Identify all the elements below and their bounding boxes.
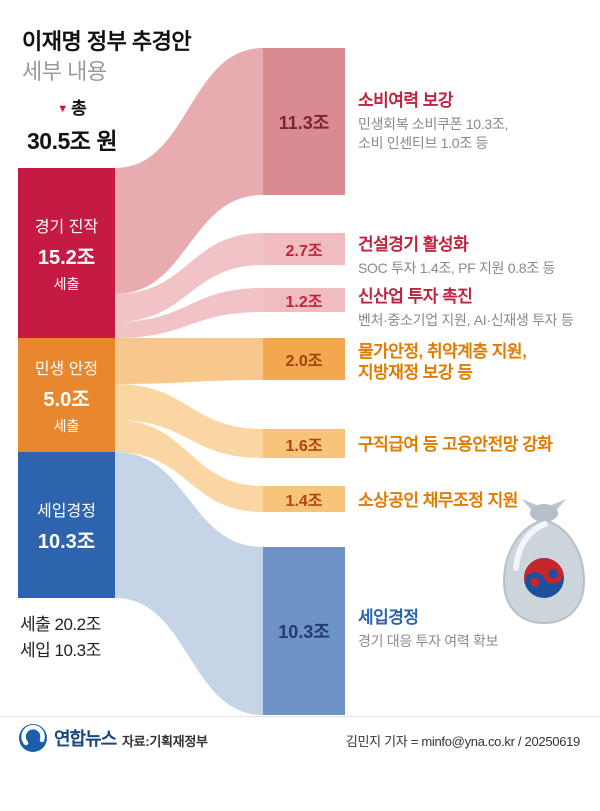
label-group-consumption: 소비여력 보강 민생회복 소비쿠폰 10.3조, 소비 인센티브 1.0조 등	[358, 90, 586, 153]
total-block: ▼ 총 30.5조 원	[22, 94, 122, 156]
red-arrow-down-icon: ▼	[57, 103, 69, 115]
bar-revenue-adjustment: 세입경정 10.3조	[18, 452, 115, 598]
money-bag-icon	[502, 499, 586, 625]
bar-value: 5.0조	[43, 388, 90, 411]
bar-livelihood-stability: 민생 안정 5.0조 세출	[18, 338, 115, 452]
group-desc: SOC 투자 1.4조, PF 지원 0.8조 등	[358, 260, 556, 276]
node-construction: 2.7조	[263, 233, 345, 265]
bar-name: 경기 진작	[34, 218, 99, 236]
group-title: 소상공인 채무조정 지원	[358, 491, 518, 510]
yonhap-logo-icon	[19, 724, 47, 752]
label-group-smallbiz: 소상공인 채무조정 지원	[358, 490, 586, 511]
group-title: 구직급여 등 고용안전망 강화	[358, 435, 553, 454]
group-title: 신산업 투자 촉진	[358, 287, 473, 306]
flow-ribbon-employment	[115, 384, 263, 458]
label-group-newindustry: 신산업 투자 촉진 벤처·중소기업 지원, AI·신재생 투자 등	[358, 286, 586, 330]
group-desc: 민생회복 소비쿠폰 10.3조, 소비 인센티브 1.0조 등	[358, 116, 509, 151]
total-value: 30.5조 원	[27, 128, 117, 154]
yonhap-logo-text: 연합뉴스	[54, 729, 117, 749]
page-title: 이재명 정부 추경안	[22, 29, 192, 54]
node-value: 2.7조	[285, 243, 323, 260]
flow-ribbon-smallbiz	[115, 420, 263, 512]
summary-expenditure: 세출 20.2조	[20, 615, 101, 634]
node-prices: 2.0조	[263, 338, 345, 380]
flow-ribbon-revenue	[115, 452, 263, 715]
credit-label: 김민지 기자 = minfo@yna.co.kr / 20250619	[345, 734, 580, 749]
node-employment: 1.6조	[263, 429, 345, 458]
bar-economic-stimulus: 경기 진작 15.2조 세출	[18, 168, 115, 338]
yonhap-logo: 연합뉴스	[18, 723, 117, 753]
group-desc: 경기 대응 투자 여력 확보	[358, 633, 499, 649]
bar-value: 15.2조	[37, 246, 96, 269]
total-label: ▼ 총	[57, 99, 87, 118]
bar-value: 10.3조	[37, 530, 96, 553]
flow-ribbon-construction	[115, 233, 263, 322]
group-title: 세입경정	[358, 608, 419, 627]
node-value: 1.4조	[285, 493, 323, 510]
flow-ribbon-newindustry	[115, 288, 263, 338]
node-revenue: 10.3조	[263, 547, 345, 715]
footer-divider	[0, 716, 600, 717]
bar-name: 세입경정	[37, 502, 96, 520]
node-value: 1.6조	[285, 437, 323, 455]
label-group-construction: 건설경기 활성화 SOC 투자 1.4조, PF 지원 0.8조 등	[358, 234, 586, 278]
node-value: 2.0조	[285, 353, 323, 370]
group-title: 물가안정, 취약계층 지원, 지방재정 보강 등	[358, 342, 527, 382]
node-smallbiz: 1.4조	[263, 486, 345, 512]
flow-ribbon-consumption	[115, 48, 263, 294]
bar-name: 민생 안정	[34, 360, 99, 378]
group-title: 건설경기 활성화	[358, 235, 469, 254]
node-value: 10.3조	[278, 622, 330, 642]
bar-sublabel: 세출	[53, 417, 80, 434]
group-desc: 벤처·중소기업 지원, AI·신재생 투자 등	[358, 312, 574, 328]
bar-sublabel: 세출	[53, 275, 80, 292]
label-group-revenue: 세입경정 경기 대응 투자 여력 확보	[358, 607, 586, 651]
label-group-prices: 물가안정, 취약계층 지원, 지방재정 보강 등	[358, 341, 586, 383]
label-group-employment: 구직급여 등 고용안전망 강화	[358, 434, 586, 455]
node-newindustry: 1.2조	[263, 288, 345, 312]
source-label: 자료:기획재정부	[122, 734, 208, 749]
node-consumption: 11.3조	[263, 48, 345, 195]
node-value: 11.3조	[278, 112, 330, 133]
flow-ribbon-prices	[115, 338, 263, 384]
summary-revenue: 세입 10.3조	[20, 641, 101, 660]
node-value: 1.2조	[285, 294, 323, 311]
group-title: 소비여력 보강	[358, 91, 454, 110]
page-subtitle: 세부 내용	[22, 59, 107, 84]
